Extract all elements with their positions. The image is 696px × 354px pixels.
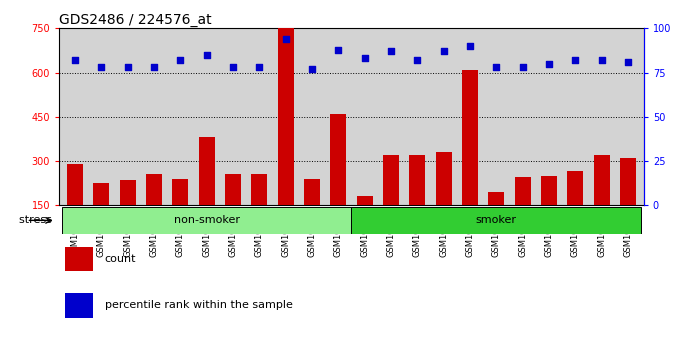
Bar bbox=[225, 175, 241, 205]
Point bbox=[70, 57, 81, 63]
Bar bbox=[251, 175, 267, 205]
Bar bbox=[409, 155, 425, 205]
Bar bbox=[567, 171, 583, 205]
Bar bbox=[65, 293, 93, 318]
Text: GDS2486 / 224576_at: GDS2486 / 224576_at bbox=[59, 13, 212, 27]
Point bbox=[359, 56, 370, 61]
Point bbox=[175, 57, 186, 63]
Point bbox=[228, 64, 239, 70]
Bar bbox=[199, 137, 214, 205]
Point bbox=[280, 36, 291, 42]
Bar bbox=[541, 176, 557, 205]
Point bbox=[464, 43, 475, 49]
Point bbox=[544, 61, 555, 67]
Point bbox=[491, 64, 502, 70]
Point bbox=[386, 48, 397, 54]
Bar bbox=[120, 180, 136, 205]
Bar bbox=[62, 207, 351, 234]
Bar bbox=[278, 28, 294, 205]
Bar bbox=[67, 164, 83, 205]
Bar bbox=[304, 179, 320, 205]
Point bbox=[333, 47, 344, 52]
Bar bbox=[351, 207, 641, 234]
Point bbox=[438, 48, 449, 54]
Point bbox=[517, 64, 528, 70]
Point bbox=[254, 64, 265, 70]
Bar bbox=[383, 155, 399, 205]
Text: percentile rank within the sample: percentile rank within the sample bbox=[105, 301, 292, 310]
Bar bbox=[93, 183, 109, 205]
Point bbox=[122, 64, 133, 70]
Point bbox=[201, 52, 212, 58]
Point bbox=[622, 59, 633, 65]
Bar bbox=[146, 175, 162, 205]
Bar bbox=[489, 192, 504, 205]
Point bbox=[570, 57, 581, 63]
Point bbox=[306, 66, 317, 72]
Point bbox=[412, 57, 423, 63]
Text: stress: stress bbox=[19, 215, 56, 225]
Bar bbox=[620, 158, 636, 205]
Bar bbox=[173, 179, 188, 205]
Bar bbox=[357, 196, 372, 205]
Bar bbox=[436, 152, 452, 205]
Bar bbox=[515, 177, 530, 205]
Point bbox=[148, 64, 159, 70]
Bar bbox=[65, 247, 93, 272]
Point bbox=[96, 64, 107, 70]
Bar bbox=[594, 155, 610, 205]
Bar bbox=[462, 70, 478, 205]
Point bbox=[596, 57, 607, 63]
Text: smoker: smoker bbox=[476, 215, 517, 225]
Text: non-smoker: non-smoker bbox=[173, 215, 239, 225]
Text: count: count bbox=[105, 255, 136, 264]
Bar bbox=[331, 114, 346, 205]
